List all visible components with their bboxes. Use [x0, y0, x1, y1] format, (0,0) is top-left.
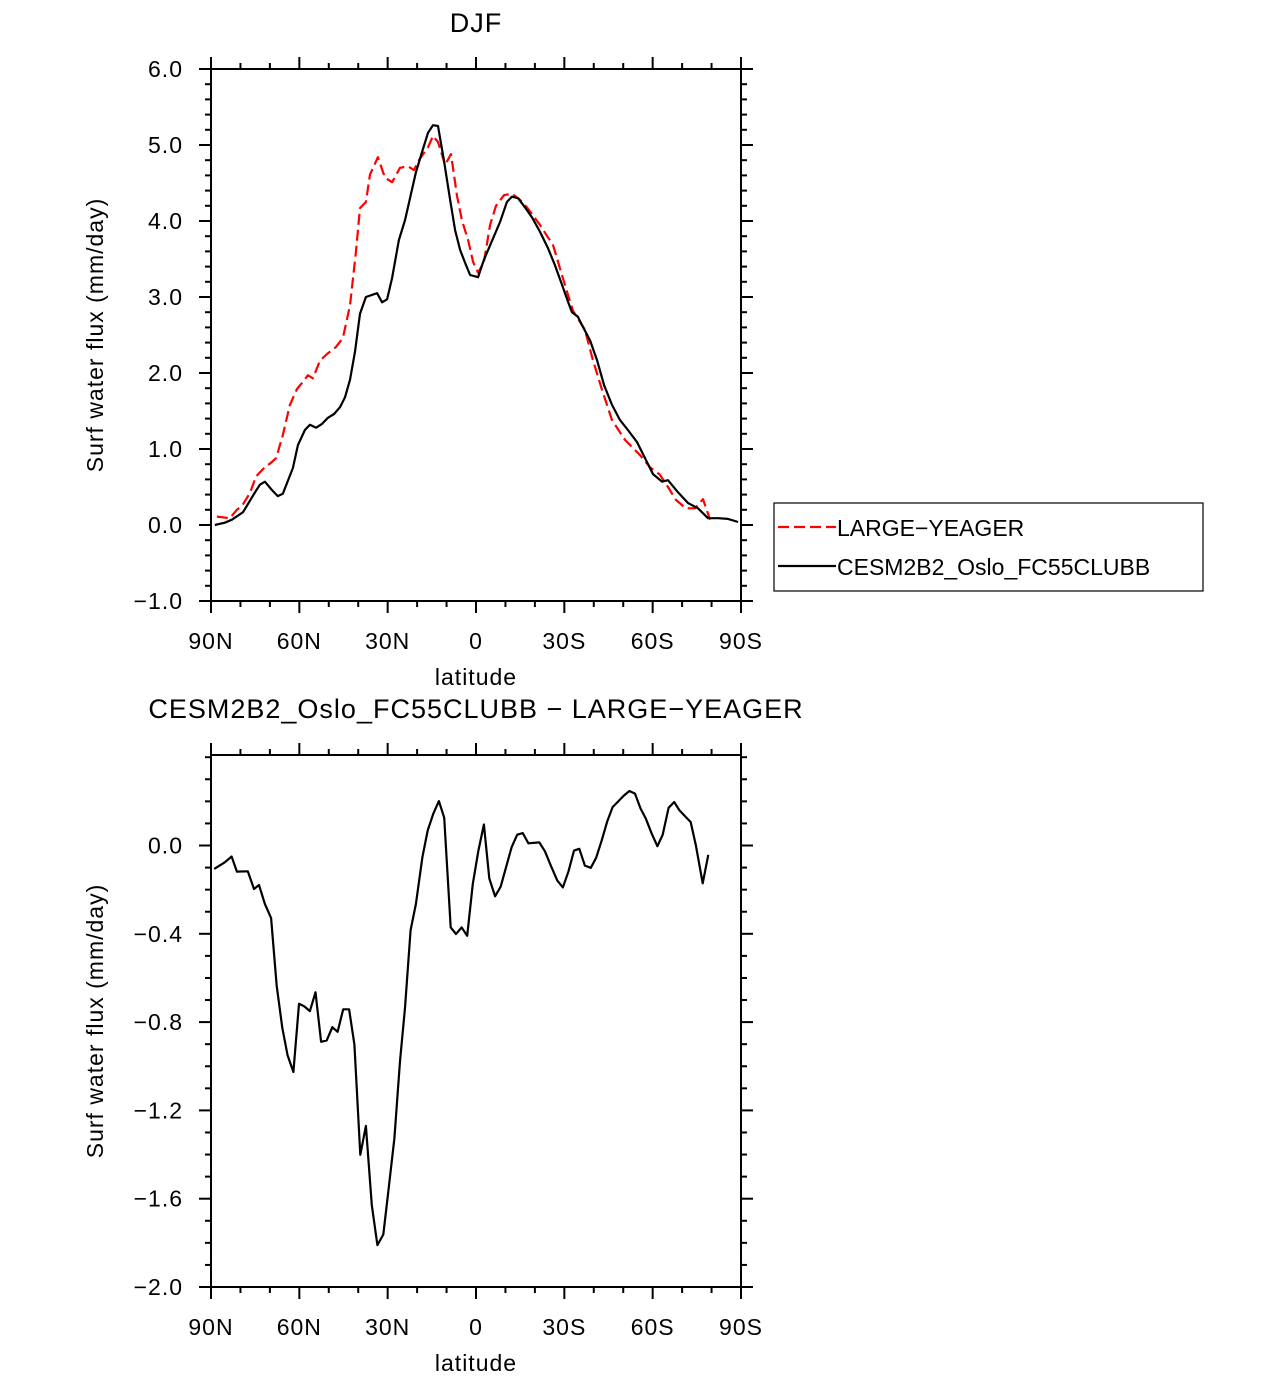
series-line-cesm2b2-oslo-fc55clubb [214, 124, 739, 527]
x-tick-label: 0 [469, 1314, 483, 1340]
plot-frame [210, 68, 742, 602]
y-tick-label: 4.0 [148, 208, 183, 234]
chart-title: DJF [450, 8, 503, 38]
plot-panel-1: DJF 90N 60N 30N 0 30S 60S 90S −1.0 0.0 1.0 2.0 3.0 4.… [82, 8, 763, 690]
legend: LARGE−YEAGER CESM2B2_Oslo_FC55CLUBB [773, 502, 1204, 592]
x-tick-label: 60S [631, 628, 675, 654]
y-tick-label: −1.6 [134, 1186, 183, 1212]
x-tick-label: 30N [365, 628, 410, 654]
series-line-difference [213, 789, 710, 1247]
y-tick-label: 2.0 [148, 360, 183, 386]
legend-label: CESM2B2_Oslo_FC55CLUBB [837, 554, 1150, 580]
legend-label: LARGE−YEAGER [837, 515, 1024, 541]
x-tick-label: 30S [542, 628, 586, 654]
x-tick-label: 60N [277, 628, 322, 654]
x-tick-label: 30N [365, 1314, 410, 1340]
y-tick-label: 5.0 [148, 132, 183, 158]
plot-panel-2: CESM2B2_Oslo_FC55CLUBB − LARGE−YEAGER 90N… [82, 694, 803, 1376]
legend-box [773, 502, 1204, 592]
x-tick-label: 90N [188, 1314, 233, 1340]
x-axis-label: latitude [435, 1350, 517, 1376]
x-tick-label: 0 [469, 628, 483, 654]
y-tick-label: 0.0 [148, 833, 183, 859]
series-line-large-yeager [216, 134, 712, 521]
y-tick-label: −1.2 [134, 1097, 183, 1123]
x-tick-label: 60N [277, 1314, 322, 1340]
y-tick-label: −0.8 [134, 1009, 183, 1035]
y-tick-label: −2.0 [134, 1274, 183, 1300]
y-axis-label: Surf water flux (mm/day) [82, 198, 108, 473]
y-axis-label: Surf water flux (mm/day) [82, 884, 108, 1159]
x-axis-label: latitude [435, 664, 517, 690]
y-tick-label: −0.4 [134, 921, 183, 947]
y-tick-label: 6.0 [148, 56, 183, 82]
y-tick-label: 3.0 [148, 284, 183, 310]
x-tick-label: 90N [188, 628, 233, 654]
y-tick-label: 0.0 [148, 512, 183, 538]
x-tick-label: 30S [542, 1314, 586, 1340]
x-tick-label: 60S [631, 1314, 675, 1340]
x-tick-label: 90S [719, 628, 763, 654]
chart-title: CESM2B2_Oslo_FC55CLUBB − LARGE−YEAGER [148, 694, 803, 724]
y-tick-label: −1.0 [134, 588, 183, 614]
y-tick-label: 1.0 [148, 436, 183, 462]
x-tick-label: 90S [719, 1314, 763, 1340]
